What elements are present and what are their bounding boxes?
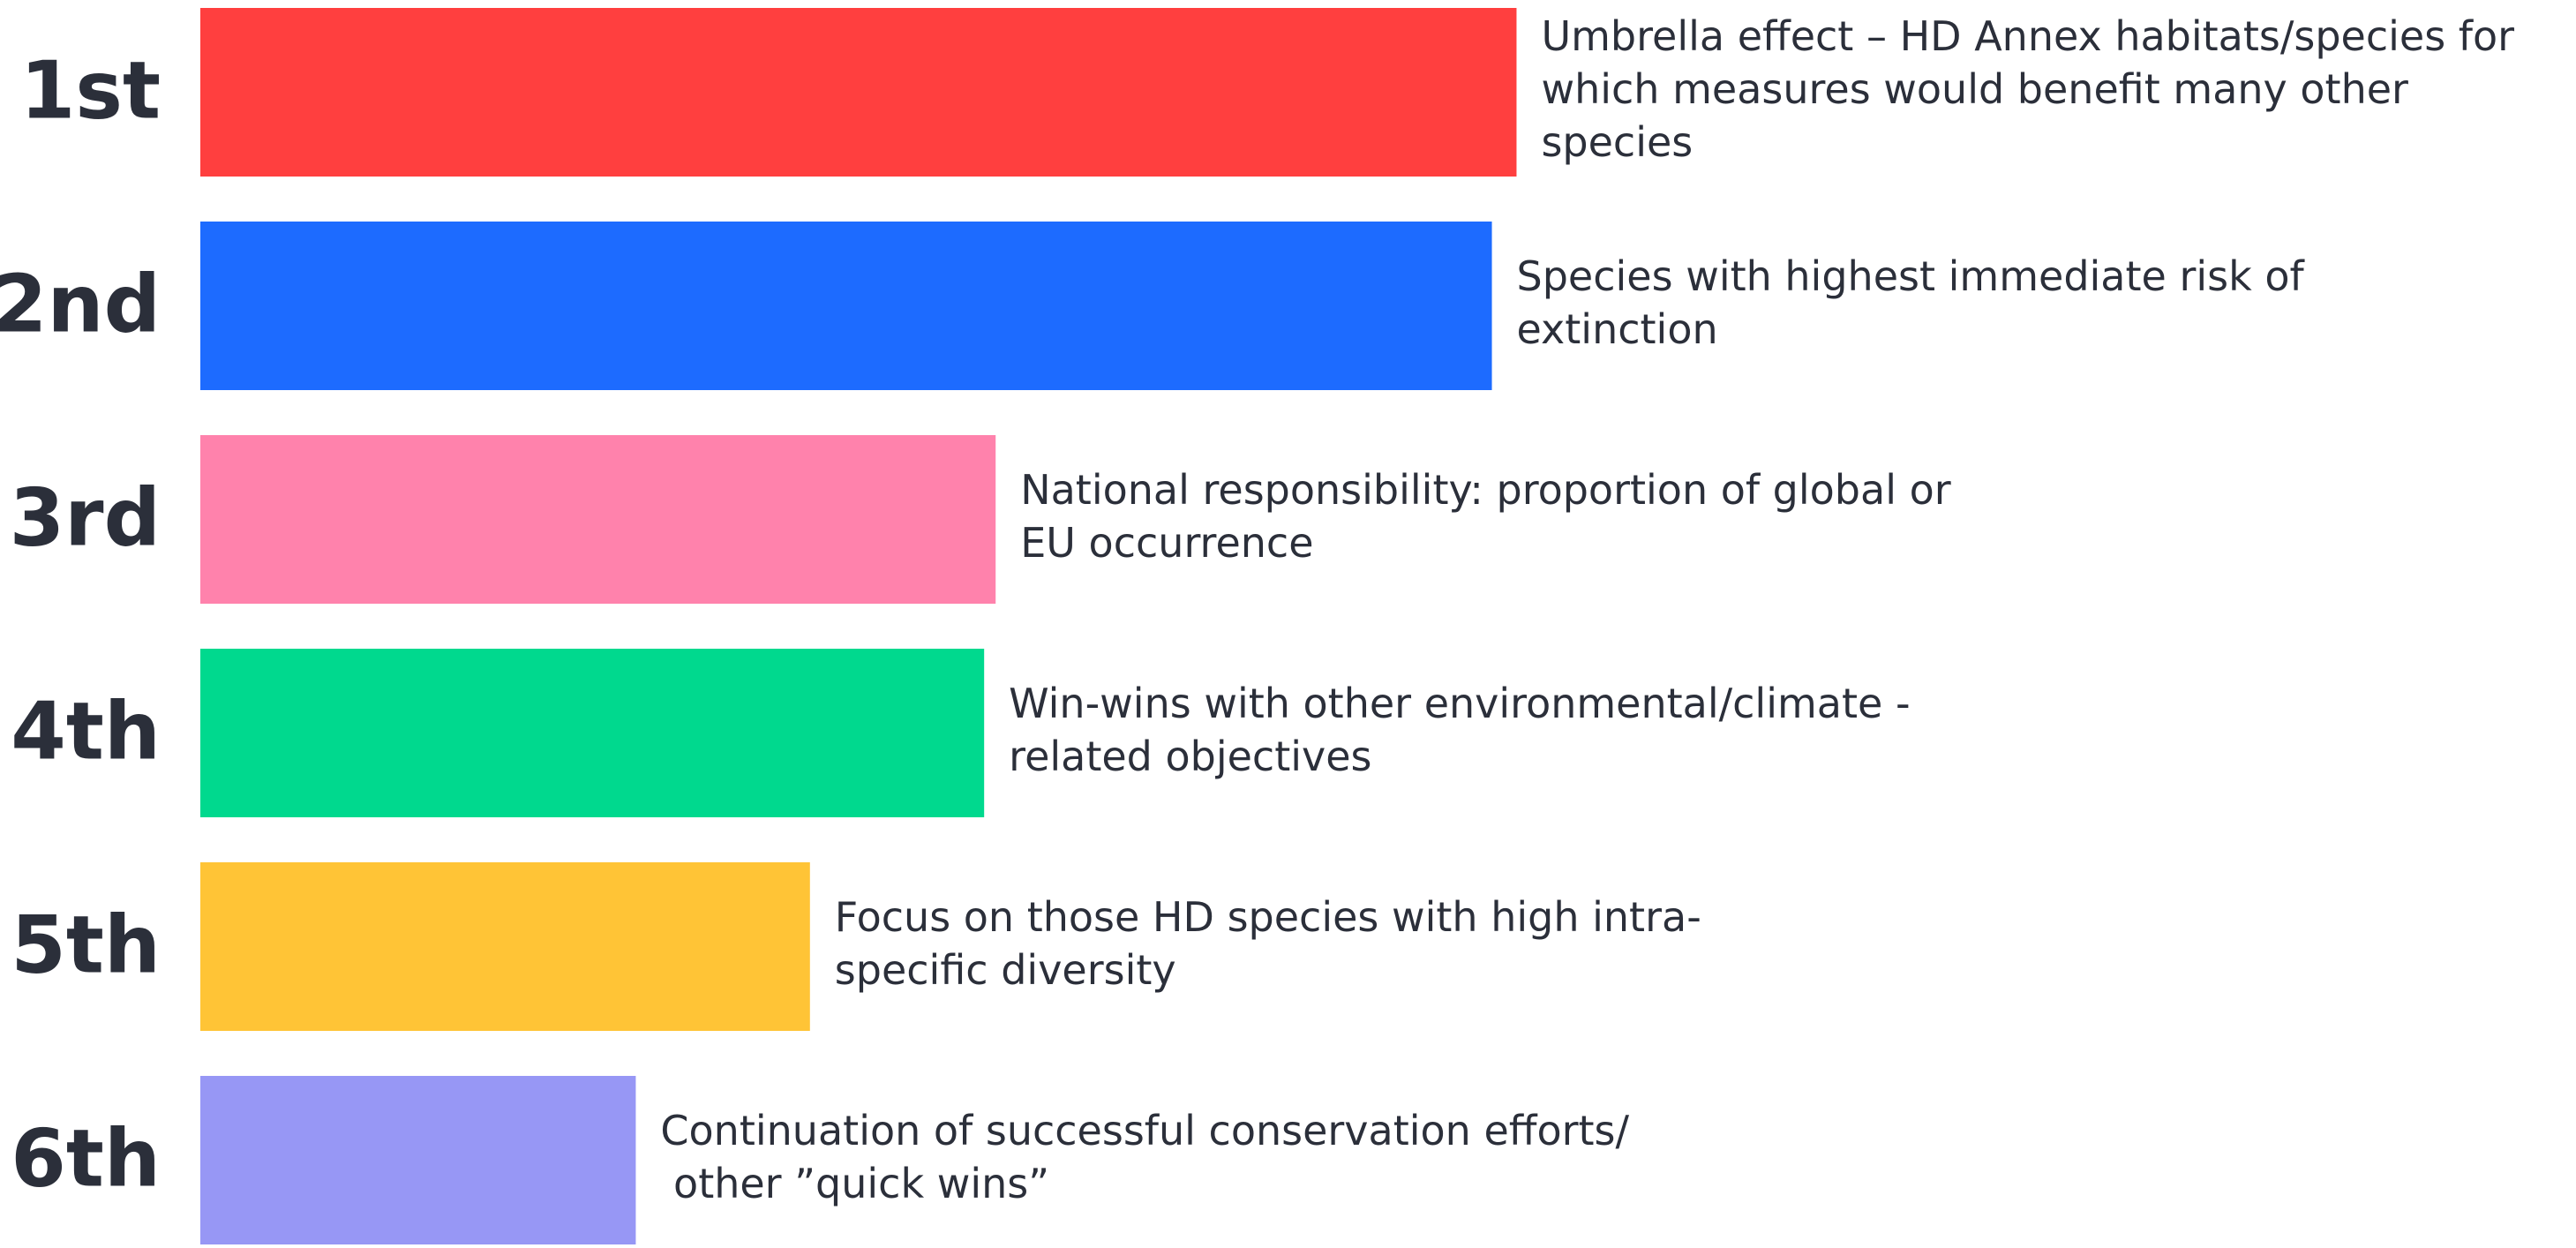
- bar-description: Umbrella effect – HD Annex habitats/spec…: [1541, 12, 2514, 60]
- bar: [200, 222, 1492, 390]
- bar-description: which measures would benefit many other: [1541, 65, 2408, 113]
- bar-description: specific diversity: [835, 946, 1176, 994]
- rank-label: 6th: [11, 1112, 161, 1205]
- bar-description: species: [1541, 118, 1693, 166]
- bar-description: related objectives: [1009, 733, 1371, 780]
- bar-description: Species with highest immediate risk of: [1517, 252, 2306, 300]
- rank-label: 5th: [11, 898, 161, 991]
- rank-label: 4th: [11, 685, 161, 778]
- rank-label: 1st: [20, 44, 161, 137]
- bar-description: EU occurrence: [1020, 519, 1313, 567]
- bar: [200, 649, 985, 817]
- bar-description: Focus on those HD species with high intr…: [835, 893, 1701, 941]
- bar-description: Continuation of successful conservation …: [660, 1107, 1629, 1154]
- bar-description: other ”quick wins”: [660, 1160, 1049, 1207]
- rank-label: 2nd: [0, 258, 161, 350]
- rank-label: 3rd: [10, 471, 161, 564]
- bar: [200, 862, 810, 1031]
- bar: [200, 1076, 636, 1244]
- bar: [200, 435, 996, 604]
- bar-description: National responsibility: proportion of g…: [1020, 466, 1951, 514]
- bar-description: Win-wins with other environmental/climat…: [1009, 680, 1910, 727]
- bar: [200, 8, 1517, 177]
- bar-description: extinction: [1517, 305, 1718, 353]
